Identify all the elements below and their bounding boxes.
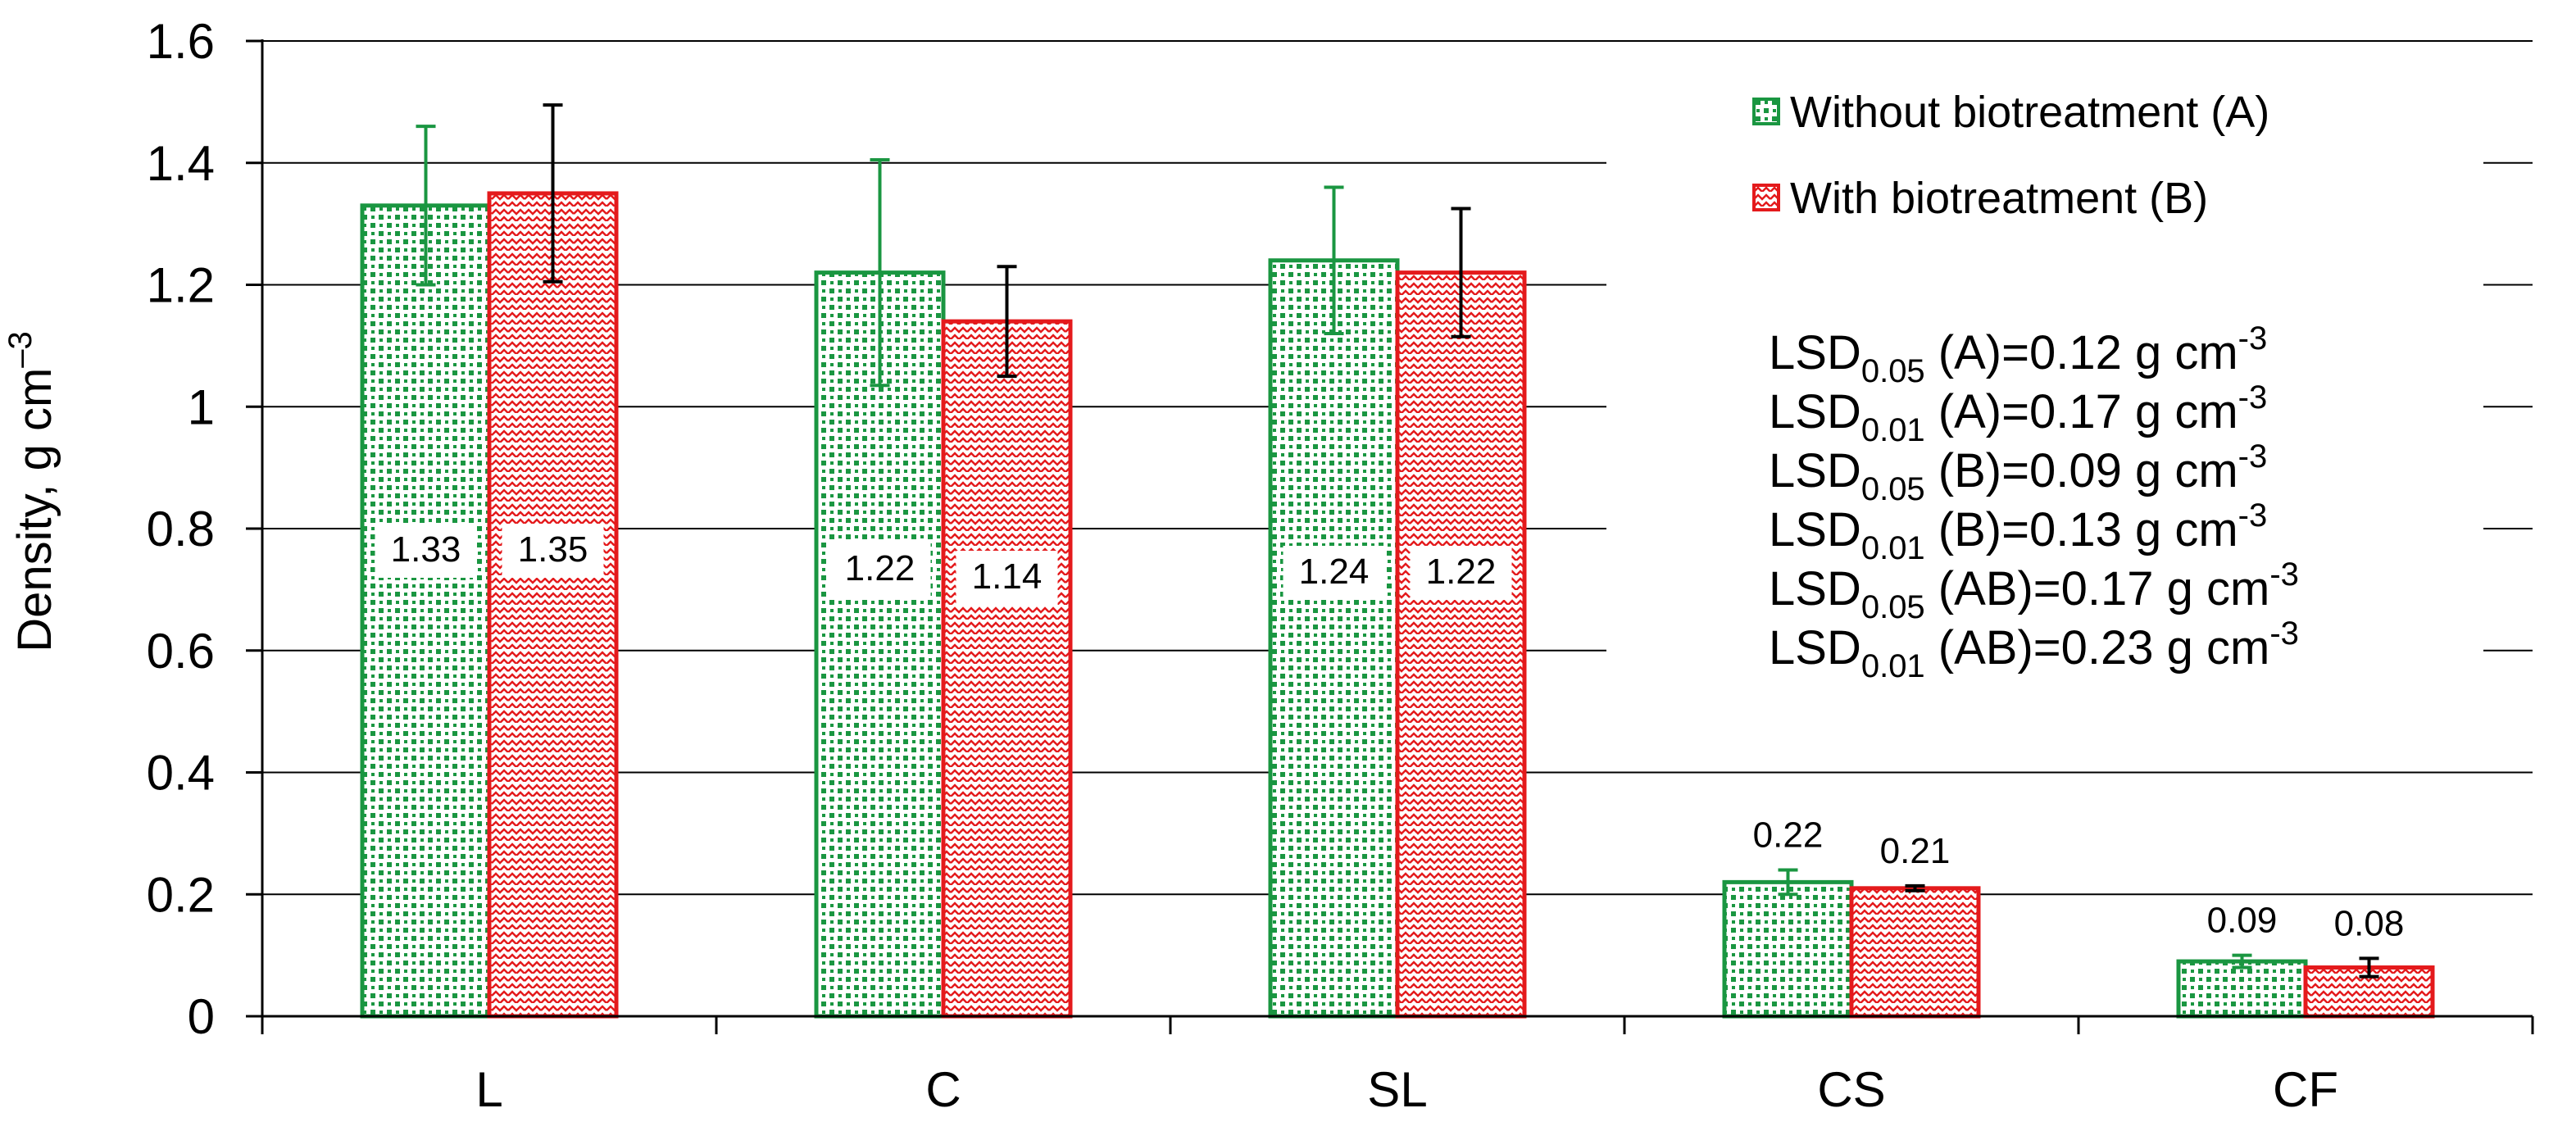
y-tick-label: 1.6 [147, 14, 215, 69]
error-bar [1451, 207, 1471, 338]
x-category-label: SL [1367, 1062, 1427, 1117]
legend: Without biotreatment (A) With biotreatmen… [1752, 88, 2269, 223]
x-category-labels: L C SL CS CF [475, 1062, 2338, 1117]
y-tick-label: 0.6 [147, 624, 215, 679]
bar-b-sl [1395, 270, 1527, 1019]
y-tick-label: 1.2 [147, 258, 215, 313]
legend-item: Without biotreatment (A) [1752, 88, 2269, 137]
legend-item: With biotreatment (B) [1752, 174, 2208, 223]
data-label: 1.14 [956, 551, 1058, 605]
data-label-text: 1.22 [1426, 552, 1497, 592]
bar-b-l [487, 191, 619, 1019]
bar-a-cs [1722, 879, 1854, 1019]
data-label: 1.24 [1283, 546, 1385, 600]
error-bar [416, 125, 436, 287]
lsd-annotation: LSD0.01 (A)=0.17 g cm-3 [1769, 379, 2267, 448]
lsd-annotation: LSD0.05 (A)=0.12 g cm-3 [1769, 320, 2267, 389]
bars: 1.33 1.35 1.22 1.14 1.24 1.22 0.22 0.21 0.09 0.08 [360, 103, 2435, 1019]
legend-swatch [1752, 184, 1780, 211]
x-category-label: C [925, 1062, 961, 1117]
error-bar [870, 158, 890, 388]
bar-a-l [360, 203, 492, 1019]
data-label-text: 1.35 [518, 529, 588, 570]
y-tick-labels: 0 0.2 0.4 0.6 0.8 1 1.2 1.4 1.6 [147, 14, 215, 1044]
error-bar [1324, 185, 1344, 335]
x-category-label: CF [2273, 1062, 2338, 1117]
error-bar [1905, 883, 1925, 892]
data-label: 0.21 [1880, 831, 1951, 871]
y-tick-label: 0 [188, 989, 215, 1044]
data-label-text: 1.14 [972, 556, 1043, 597]
y-tick-label: 0.8 [147, 502, 215, 556]
bar-a-cf [2176, 959, 2308, 1019]
y-tick-label: 1.4 [147, 136, 215, 191]
x-category-label: L [475, 1062, 502, 1117]
error-bar [997, 265, 1017, 379]
bar-b-c [941, 319, 1073, 1019]
data-label: 1.22 [1410, 546, 1512, 600]
y-axis-label: Density, g cm–3 [2, 331, 61, 652]
data-label-text: 1.22 [845, 548, 915, 588]
lsd-annotation: LSD0.01 (B)=0.13 g cm-3 [1769, 497, 2267, 566]
data-label: 1.33 [375, 524, 477, 578]
lsd-annotation: LSD0.05 (AB)=0.17 g cm-3 [1769, 556, 2299, 625]
error-bar [543, 103, 563, 284]
data-label: 0.09 [2207, 901, 2278, 941]
legend-label: Without biotreatment (A) [1790, 88, 2269, 137]
error-bar [1778, 868, 1798, 897]
legend-swatch [1752, 98, 1780, 125]
error-bar [2359, 956, 2379, 979]
lsd-annotation: LSD0.05 (B)=0.09 g cm-3 [1769, 438, 2267, 507]
bar-b-cs [1849, 886, 1981, 1019]
error-bar [2232, 953, 2252, 970]
y-tick-label: 0.4 [147, 746, 215, 801]
data-label-text: 1.24 [1299, 552, 1370, 592]
x-category-label: CS [1817, 1062, 1885, 1117]
data-label: 0.22 [1753, 815, 1824, 856]
y-tick-label: 1 [188, 379, 215, 434]
data-label: 0.08 [2334, 903, 2405, 943]
legend-label: With biotreatment (B) [1790, 174, 2208, 223]
data-label: 1.22 [829, 543, 931, 597]
bar-a-sl [1268, 258, 1400, 1019]
data-label: 1.35 [502, 524, 604, 578]
lsd-annotation: LSD0.01 (AB)=0.23 g cm-3 [1769, 615, 2299, 684]
axes [246, 39, 2534, 1034]
data-label-text: 1.33 [391, 529, 461, 570]
y-tick-label: 0.2 [147, 867, 215, 922]
